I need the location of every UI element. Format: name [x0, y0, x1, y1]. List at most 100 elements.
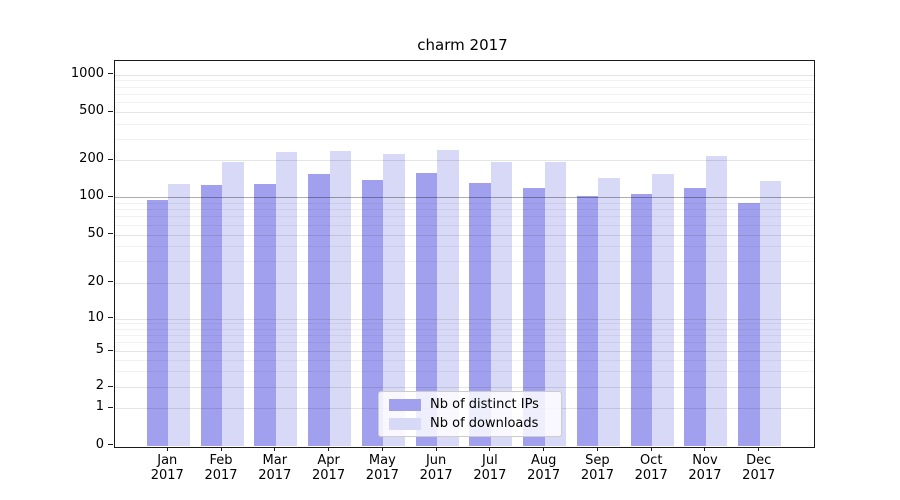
minor-gridline	[114, 261, 814, 263]
y-tick-label: 20	[87, 273, 104, 289]
bar-nov-distinct-ips	[684, 188, 706, 447]
y-tick-mark	[108, 110, 113, 112]
y-tick-mark	[108, 406, 113, 408]
bar-apr-downloads	[329, 150, 352, 447]
minor-gridline	[114, 371, 814, 373]
x-tick-month: May	[368, 452, 396, 468]
major-gridline	[114, 387, 814, 388]
bar-mar-distinct-ips	[254, 184, 276, 447]
x-tick-year: 2017	[473, 468, 507, 483]
x-tick-mark	[381, 446, 383, 451]
legend-entry-downloads: Nb of downloads	[389, 416, 561, 431]
major-gridline	[114, 234, 814, 236]
x-tick-month: Nov	[692, 452, 718, 468]
y-tick-mark	[108, 385, 113, 387]
legend: Nb of distinct IPs Nb of downloads	[378, 391, 562, 437]
x-tick-month: Oct	[639, 452, 663, 468]
x-tick-mark	[596, 446, 598, 451]
x-tick-year: 2017	[258, 468, 292, 483]
y-tick-mark	[108, 444, 113, 446]
x-tick-label: Mar 2017	[245, 453, 305, 484]
minor-gridline	[114, 246, 814, 248]
y-tick-label: 0	[95, 436, 104, 452]
x-tick-label: Apr 2017	[299, 453, 359, 484]
y-tick-mark	[108, 317, 113, 318]
bar-jun-distinct-ips	[415, 172, 438, 447]
y-tick-label: 200	[79, 151, 104, 166]
y-tick-label: 10	[87, 309, 104, 325]
y-tick-mark	[108, 281, 113, 282]
bar-oct-distinct-ips	[630, 194, 653, 447]
x-tick-year: 2017	[634, 468, 668, 483]
minor-gridline	[114, 123, 814, 125]
x-tick-mark	[220, 446, 222, 451]
x-tick-label: Feb 2017	[191, 453, 251, 484]
x-tick-month: Jul	[482, 452, 498, 468]
minor-gridline	[114, 359, 814, 361]
bar-jul-distinct-ips	[469, 182, 491, 447]
bar-dec-distinct-ips	[738, 203, 760, 447]
bar-aug-distinct-ips	[523, 187, 545, 447]
y-tick-mark	[108, 158, 113, 160]
minor-gridline	[114, 335, 814, 337]
y-tick-label: 100	[79, 188, 104, 203]
bar-jan-downloads	[168, 184, 190, 447]
bar-nov-downloads	[705, 155, 728, 447]
x-tick-year: 2017	[365, 468, 399, 483]
x-tick-year: 2017	[580, 468, 614, 483]
plot-area	[113, 59, 815, 448]
minor-gridline	[114, 202, 814, 204]
major-gridline	[114, 318, 814, 320]
x-tick-month: Jun	[425, 452, 447, 468]
x-tick-label: Aug 2017	[514, 453, 574, 484]
x-tick-mark	[758, 446, 760, 451]
bar-oct-downloads	[652, 174, 674, 447]
x-tick-mark	[166, 446, 168, 451]
minor-gridline	[114, 80, 814, 82]
legend-swatch-distinct-ips-icon	[389, 398, 421, 411]
y-tick-label: 2	[95, 378, 104, 393]
legend-label-distinct-ips: Nb of distinct IPs	[430, 397, 539, 412]
minor-gridline	[114, 86, 814, 88]
y-tick-label: 1000	[70, 65, 104, 81]
bar-apr-distinct-ips	[308, 174, 330, 447]
x-tick-year: 2017	[419, 468, 453, 483]
x-tick-year: 2017	[527, 468, 561, 483]
bar-jul-downloads	[490, 161, 513, 447]
x-tick-month: Jan	[157, 452, 178, 468]
x-tick-mark	[274, 446, 276, 451]
major-gridline	[114, 282, 814, 284]
minor-gridline	[114, 138, 814, 140]
x-tick-month: Dec	[746, 452, 772, 468]
major-gridline	[114, 112, 814, 113]
minor-gridline	[114, 209, 814, 211]
x-tick-label: Jun 2017	[406, 453, 466, 484]
major-gridline	[114, 197, 814, 198]
bar-jan-distinct-ips	[146, 199, 169, 447]
x-tick-month: Aug	[530, 452, 557, 468]
major-gridline	[114, 74, 814, 76]
bar-dec-downloads	[759, 180, 782, 447]
x-tick-year: 2017	[742, 468, 776, 483]
x-tick-month: Mar	[262, 452, 288, 468]
x-tick-label: Jan 2017	[137, 453, 197, 484]
x-tick-mark	[543, 446, 545, 451]
x-tick-month: Feb	[209, 452, 233, 468]
major-gridline	[114, 160, 814, 161]
minor-gridline	[114, 224, 814, 226]
bar-jun-downloads	[437, 150, 459, 447]
legend-entry-distinct-ips: Nb of distinct IPs	[389, 397, 561, 412]
bar-mar-downloads	[275, 152, 298, 447]
x-tick-label: May 2017	[352, 453, 412, 484]
minor-gridline	[114, 323, 814, 325]
x-tick-mark	[435, 446, 437, 451]
x-tick-mark	[328, 446, 330, 451]
x-tick-month: Apr	[317, 452, 340, 468]
legend-label-downloads: Nb of downloads	[430, 416, 539, 431]
y-tick-label: 1	[95, 399, 104, 414]
y-tick-label: 50	[87, 225, 104, 241]
x-tick-mark	[489, 446, 491, 451]
bar-may-downloads	[383, 154, 405, 447]
legend-swatch-downloads-icon	[389, 417, 421, 430]
